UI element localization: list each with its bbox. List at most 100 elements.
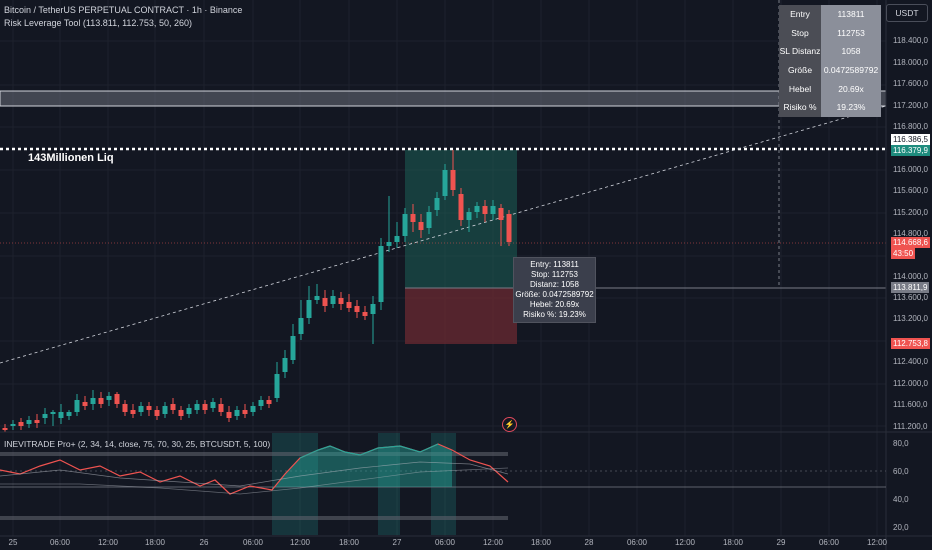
candle-body	[322, 298, 328, 306]
price-tick: 118.000,0	[893, 58, 928, 67]
candle-body	[338, 298, 344, 304]
candle-body	[194, 404, 200, 410]
table-value: 0.0472589792	[821, 60, 881, 80]
table-key: Risiko %	[779, 97, 821, 117]
candle-body	[66, 412, 72, 416]
price-tick: 117.200,0	[893, 101, 928, 110]
table-value: 112753	[821, 23, 881, 43]
candle-body	[482, 206, 488, 214]
candle-body	[466, 212, 472, 220]
candle-body	[178, 410, 184, 416]
candle-body	[130, 410, 136, 414]
candle-body	[210, 402, 216, 408]
time-tick: 28	[584, 538, 594, 547]
tooltip-leverage: Hebel: 20.69x	[529, 300, 580, 309]
candle-body	[26, 420, 32, 424]
time-tick: 06:00	[242, 538, 264, 547]
candle-body	[330, 296, 336, 304]
osc-tick: 20,0	[893, 523, 909, 532]
price-tick: 114.000,0	[893, 272, 928, 281]
candle-body	[202, 404, 208, 410]
tooltip-risk: Risiko %: 19.23%	[523, 310, 586, 319]
table-row: Entry 113811	[779, 5, 881, 24]
table-row: Hebel 20.69x	[779, 79, 881, 98]
table-key: Entry	[779, 5, 821, 24]
candle-body	[410, 214, 416, 222]
candle-body	[506, 214, 512, 242]
time-tick: 12:00	[866, 538, 888, 547]
time-tick: 12:00	[97, 538, 119, 547]
table-key: Hebel	[779, 79, 821, 98]
candle-body	[42, 414, 48, 418]
candle-body	[74, 400, 80, 412]
time-tick: 12:00	[482, 538, 504, 547]
candle-body	[82, 402, 88, 406]
trend-line	[0, 105, 887, 364]
price-tick: 111.200,0	[893, 422, 928, 431]
candle-body	[146, 406, 152, 410]
level-badge-white: 116.386,5	[891, 134, 930, 145]
stop-price-badge: 112.753,8	[891, 338, 930, 349]
price-tick: 115.200,0	[893, 208, 928, 217]
candle-body	[370, 304, 376, 314]
table-value: 113811	[821, 5, 881, 24]
candle-body	[162, 406, 168, 414]
candle-body	[274, 374, 280, 398]
candle-body	[394, 236, 400, 242]
resistance-zone	[0, 90, 887, 107]
price-tick: 113.600,0	[893, 293, 928, 302]
lightning-icon[interactable]: ⚡	[502, 417, 517, 432]
candle-body	[434, 198, 440, 210]
candle-body	[226, 412, 232, 418]
time-tick: 12:00	[674, 538, 696, 547]
time-tick: 06:00	[818, 538, 840, 547]
tooltip-size: Größe: 0.0472589792	[515, 290, 594, 299]
countdown-badge: 43:50	[891, 248, 916, 259]
candle-body	[418, 222, 424, 230]
indicator-title[interactable]: Risk Leverage Tool (113.811, 112.753, 50…	[4, 18, 192, 28]
candle-body	[386, 242, 392, 246]
candle-body	[298, 318, 304, 334]
price-tick: 114.800,0	[893, 229, 928, 238]
tooltip-distance: Distanz: 1058	[530, 280, 579, 289]
time-tick: 12:00	[289, 538, 311, 547]
candle-body	[58, 412, 64, 418]
price-tick: 111.600,0	[893, 400, 928, 409]
time-tick: 18:00	[722, 538, 744, 547]
candle-body	[426, 212, 432, 228]
time-tick: 06:00	[49, 538, 71, 547]
currency-button[interactable]: USDT	[886, 4, 928, 22]
time-tick: 27	[392, 538, 402, 547]
table-value: 19.23%	[821, 97, 881, 117]
candle-body	[282, 358, 288, 372]
symbol-title[interactable]: Bitcoin / TetherUS PERPETUAL CONTRACT · …	[4, 5, 243, 15]
candle-body	[234, 410, 240, 416]
table-row: Stop 112753	[779, 23, 881, 43]
candle-body	[314, 296, 320, 300]
price-tick: 112.400,0	[893, 357, 928, 366]
candle-body	[346, 302, 352, 308]
time-tick: 18:00	[530, 538, 552, 547]
oscillator-title[interactable]: INEVITRADE Pro+ (2, 34, 14, close, 75, 7…	[4, 439, 271, 449]
candle-body	[18, 422, 24, 426]
liq-label: 143Millionen Liq	[28, 152, 114, 164]
candle-body	[122, 404, 128, 412]
time-tick: 06:00	[434, 538, 456, 547]
candle-body	[218, 404, 224, 412]
current-price-badge: 114.668,6	[891, 237, 930, 248]
candle-body	[242, 410, 248, 414]
table-row: SL Distanz 1058	[779, 42, 881, 61]
osc-tick: 60,0	[893, 467, 909, 476]
candle-body	[450, 170, 456, 190]
candle-body	[306, 300, 312, 318]
candle-body	[114, 394, 120, 404]
candle-body	[290, 336, 296, 360]
candle-body	[498, 208, 504, 220]
candle-body	[106, 396, 112, 400]
price-tick: 113.200,0	[893, 314, 928, 323]
price-tick: 115.600,0	[893, 186, 928, 195]
time-tick: 18:00	[338, 538, 360, 547]
candle-body	[442, 170, 448, 196]
candle-body	[2, 428, 8, 430]
